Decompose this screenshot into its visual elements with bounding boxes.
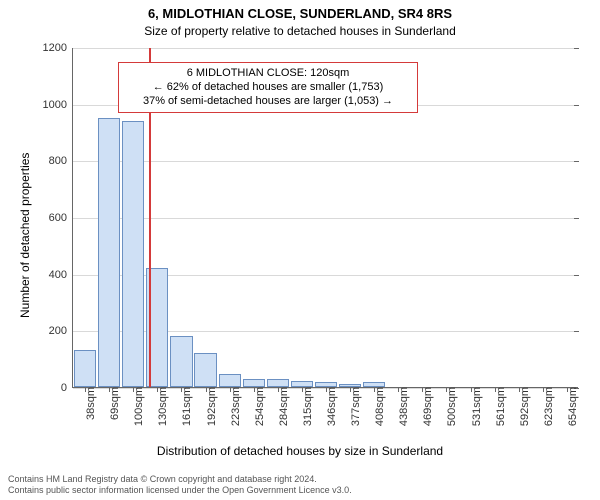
histogram-bar: [74, 350, 96, 387]
x-tick-label: 469sqm: [420, 387, 434, 426]
y-tick-mark: [574, 275, 579, 276]
histogram-bar: [98, 118, 120, 387]
y-tick-label: 400: [49, 269, 73, 281]
histogram-bar: [267, 379, 289, 388]
annotation-line-1: 6 MIDLOTHIAN CLOSE: 120sqm: [127, 67, 409, 81]
x-axis-label: Distribution of detached houses by size …: [0, 444, 600, 458]
x-tick-label: 38sqm: [83, 387, 97, 420]
y-tick-label: 800: [49, 155, 73, 167]
x-tick-label: 377sqm: [348, 387, 362, 426]
footer-line-2: Contains public sector information licen…: [8, 485, 352, 496]
x-tick-label: 284sqm: [276, 387, 290, 426]
x-tick-label: 408sqm: [372, 387, 386, 426]
y-axis-label: Number of detached properties: [18, 153, 32, 318]
y-tick-label: 1200: [43, 42, 73, 54]
y-tick-label: 600: [49, 212, 73, 224]
x-tick-label: 438sqm: [396, 387, 410, 426]
y-tick-label: 0: [61, 382, 73, 394]
x-tick-label: 192sqm: [204, 387, 218, 426]
x-tick-label: 500sqm: [444, 387, 458, 426]
histogram-bar: [194, 353, 216, 387]
x-tick-label: 346sqm: [324, 387, 338, 426]
x-tick-label: 315sqm: [300, 387, 314, 426]
annotation-box: 6 MIDLOTHIAN CLOSE: 120sqm ← 62% of deta…: [118, 62, 418, 113]
x-tick-label: 223sqm: [228, 387, 242, 426]
histogram-bar: [219, 374, 241, 387]
histogram-bar: [122, 121, 144, 387]
y-tick-mark: [574, 331, 579, 332]
x-tick-label: 561sqm: [493, 387, 507, 426]
x-tick-label: 623sqm: [541, 387, 555, 426]
x-tick-label: 161sqm: [179, 387, 193, 426]
y-tick-mark: [574, 161, 579, 162]
footer-line-1: Contains HM Land Registry data © Crown c…: [8, 474, 352, 485]
x-tick-label: 654sqm: [565, 387, 579, 426]
y-tick-mark: [574, 48, 579, 49]
x-tick-label: 130sqm: [155, 387, 169, 426]
chart-container: 6, MIDLOTHIAN CLOSE, SUNDERLAND, SR4 8RS…: [0, 0, 600, 500]
annotation-line-3: 37% of semi-detached houses are larger (…: [127, 95, 409, 109]
footer-attribution: Contains HM Land Registry data © Crown c…: [8, 474, 352, 496]
y-tick-label: 200: [49, 325, 73, 337]
x-tick-label: 531sqm: [469, 387, 483, 426]
annotation-line-2: ← 62% of detached houses are smaller (1,…: [127, 81, 409, 95]
y-tick-label: 1000: [43, 99, 73, 111]
histogram-bar: [170, 336, 192, 387]
y-tick-mark: [574, 218, 579, 219]
histogram-bar: [243, 379, 265, 388]
x-tick-label: 100sqm: [131, 387, 145, 426]
x-tick-label: 69sqm: [107, 387, 121, 420]
x-tick-label: 254sqm: [252, 387, 266, 426]
chart-title: 6, MIDLOTHIAN CLOSE, SUNDERLAND, SR4 8RS: [0, 6, 600, 21]
y-tick-mark: [574, 105, 579, 106]
x-tick-label: 592sqm: [517, 387, 531, 426]
chart-subtitle: Size of property relative to detached ho…: [0, 24, 600, 38]
